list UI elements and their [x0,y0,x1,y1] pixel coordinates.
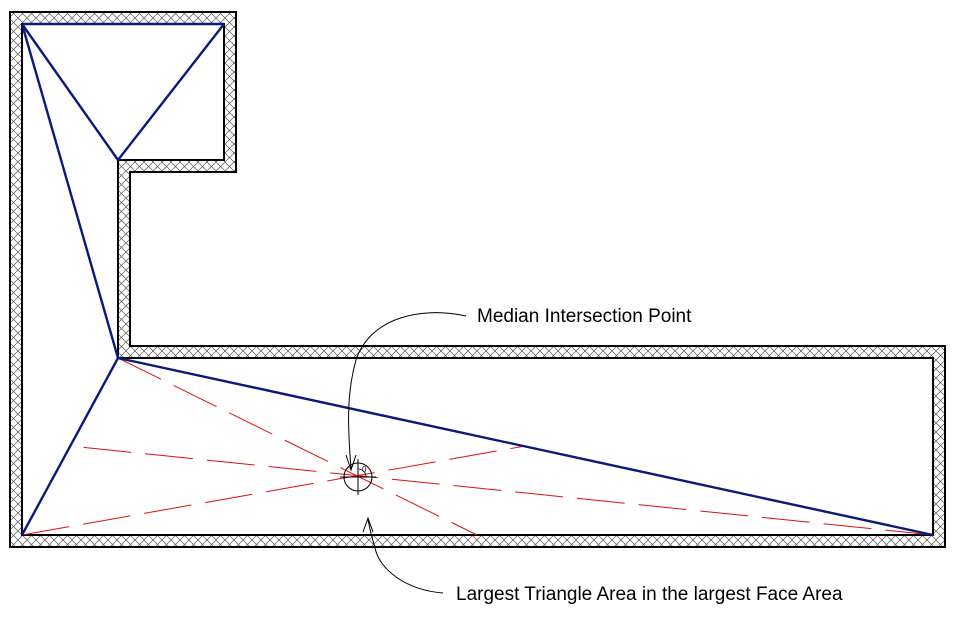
wall-hatch [10,12,945,547]
inner-wall-outline [21,23,934,536]
triangle-edge [117,356,934,537]
triangle-edge [20,357,120,536]
median-point-leader-arrow [345,454,357,472]
median-line-1 [117,357,478,536]
triangle-edge [21,23,119,161]
triangle-edge [117,23,225,161]
triangulation-edges [20,22,934,537]
median-point-label: Median Intersection Point [477,306,692,327]
triangle-area-leader-arrow [362,516,374,533]
triangle-area-label: Largest Triangle Area in the largest Fac… [456,584,843,605]
marker-angle-arc [357,468,367,478]
median-line-3 [21,445,526,536]
median-line-2 [69,445,934,536]
median-intersection-marker: 0 [340,459,376,495]
triangle-edge [20,23,120,359]
marker-angle-label: 0 [362,465,367,474]
triangle-area-leader [367,519,444,594]
median-point-leader [348,312,467,469]
median-lines [21,357,934,536]
outer-wall-outline [9,11,946,548]
